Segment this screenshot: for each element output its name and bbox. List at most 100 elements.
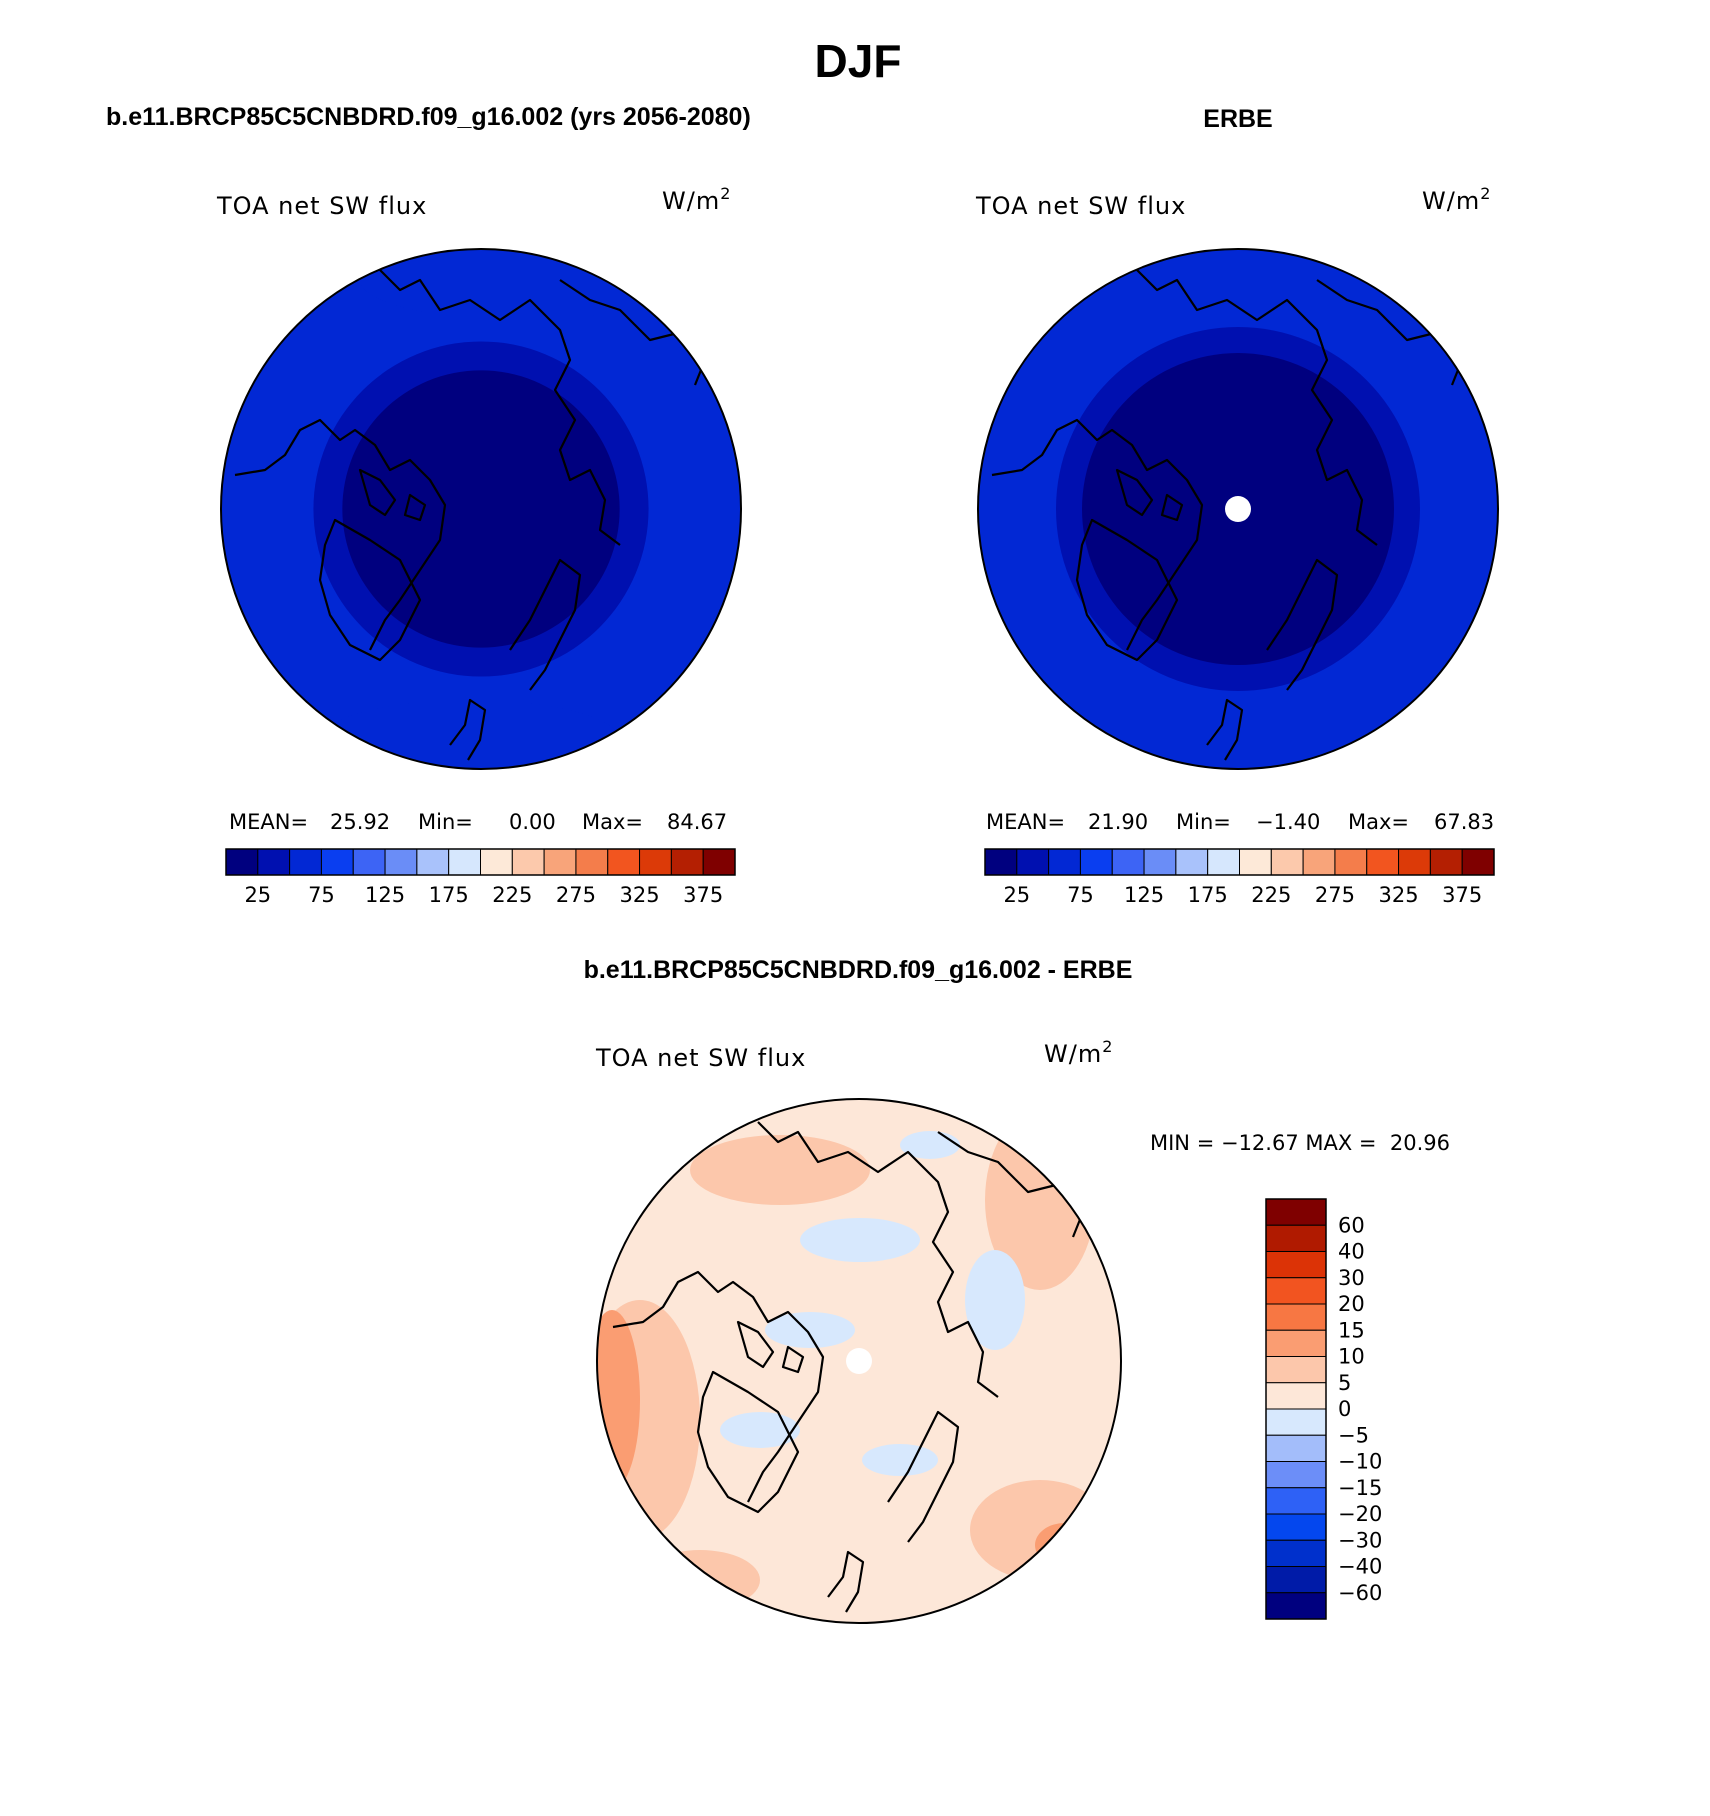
panel-obs-colorbar-tick-label: 125: [1124, 883, 1164, 907]
panel-obs-colorbar-tick-label: 325: [1379, 883, 1419, 907]
panel-obs-coast-scandinavia: [1266, 558, 1339, 691]
panel-obs-colorbar-box: [1111, 848, 1145, 876]
panel-diff-colorbar-tick-label: −20: [1338, 1502, 1382, 1526]
panel-model-field: [221, 249, 741, 769]
panel-diff-map: [597, 1099, 1121, 1623]
panel-diff-colorbar-box: [1265, 1539, 1327, 1567]
panel-obs: ERBE TOA net SW flux W/m2 MEAN= 21.90 Min=…: [975, 105, 1499, 907]
panel-diff-colorbar-box: [1265, 1434, 1327, 1462]
panel-diff-colorbar-tick-label: −30: [1338, 1528, 1382, 1552]
panel-model-colorbar-box: [448, 848, 481, 876]
panel-diff-missing-pole: [846, 1348, 872, 1374]
panel-model-units-exponent: 2: [720, 184, 731, 203]
panel-model-coast-britain: [449, 698, 487, 761]
panel-diff-colorbar-tick-label: −40: [1338, 1555, 1382, 1579]
panel-diff-colorbar-box: [1265, 1592, 1327, 1620]
panel-obs-title: ERBE: [1203, 105, 1272, 133]
panel-obs-colorbar-frame: [984, 848, 1495, 876]
panel-diff-anomaly-north: [690, 1135, 870, 1205]
panel-diff-colorbar-tick-label: −10: [1338, 1450, 1382, 1474]
panel-diff-colorbar-tick-label: 20: [1338, 1292, 1365, 1316]
panel-diff-colorbar-box: [1265, 1356, 1327, 1384]
panel-diff-anomaly-neg-atlantic: [862, 1444, 938, 1476]
panel-obs-colorbar-box: [984, 848, 1018, 876]
panel-model-colorbar-box: [416, 848, 450, 876]
panel-obs-coast-greenland: [1075, 518, 1179, 662]
panel-model-colorbar-box: [511, 848, 545, 876]
figure-title: DJF: [815, 35, 902, 87]
panel-diff-anomaly-west-edge: [597, 1310, 640, 1490]
panel-model-mean-label: MEAN=: [229, 810, 308, 834]
panel-obs-colorbar-box: [1207, 848, 1240, 876]
panel-obs-units: W/m2: [1422, 184, 1491, 215]
panel-diff-coast-greenland: [696, 1370, 800, 1514]
panel-diff-coast-britain: [827, 1550, 865, 1613]
panel-obs-colorbar-box: [1270, 848, 1304, 876]
panel-model-colorbar-box: [702, 848, 736, 876]
panel-obs-colorbar-tick-label: 225: [1251, 883, 1291, 907]
panel-model-colorbar-box: [480, 848, 513, 876]
panel-diff-colorbar-box: [1265, 1198, 1327, 1226]
panel-diff-colorbar-tick-label: 15: [1338, 1318, 1365, 1342]
panel-diff-variable: TOA net SW flux: [595, 1044, 806, 1072]
panel-obs-colorbar: 25 75 125 175 225 275 325 375: [984, 848, 1495, 907]
panel-model-min-value: 0.00: [509, 810, 556, 834]
panel-model-colorbar-box: [320, 848, 354, 876]
panel-diff: b.e11.BRCP85C5CNBDRD.f09_g16.002 - ERBE …: [584, 956, 1450, 1624]
panel-model-units: W/m2: [662, 184, 731, 215]
panel-diff-colorbar-box: [1265, 1303, 1327, 1331]
panel-obs-mean-value: 21.90: [1088, 810, 1148, 834]
panel-obs-colorbar-box: [1016, 848, 1050, 876]
panel-model-colorbar-tick-label: 275: [556, 883, 596, 907]
panel-diff-colorbar-tick-label: −5: [1338, 1423, 1369, 1447]
panel-model-coast-archipelago: [358, 468, 427, 522]
panel-model-units-base: W/m: [662, 187, 720, 215]
panel-obs-colorbar-box: [1461, 848, 1495, 876]
panel-model-map: [221, 249, 741, 769]
panel-obs-colorbar-box: [1429, 848, 1463, 876]
panel-diff-anomaly-neg-pacific: [965, 1250, 1025, 1350]
panel-obs-max-value: 67.83: [1434, 810, 1494, 834]
panel-obs-map-border: [977, 248, 1499, 770]
panel-diff-colorbar-tick-label: 60: [1338, 1213, 1365, 1237]
panel-model-map-border: [220, 248, 742, 770]
panel-model-coast-northamerica: [234, 418, 447, 651]
panel-diff-coast-archipelago: [736, 1320, 805, 1374]
panel-diff-colorbar-box: [1265, 1513, 1327, 1541]
panel-diff-colorbar-box: [1265, 1277, 1327, 1305]
panel-obs-colorbar-box: [1143, 848, 1177, 876]
panel-diff-coastlines: [612, 1121, 1085, 1613]
panel-model-colorbar-box: [384, 848, 418, 876]
panel-diff-colorbar-tick-label: 30: [1338, 1266, 1365, 1290]
panel-model-colorbar-box: [575, 848, 609, 876]
panel-diff-colorbar-tick-label: 0: [1338, 1397, 1351, 1421]
panel-model-variable: TOA net SW flux: [216, 192, 427, 220]
panel-obs-colorbar-tick-label: 375: [1442, 883, 1482, 907]
panel-model-colorbar-box: [543, 848, 577, 876]
panel-obs-coast-asia: [1136, 269, 1378, 546]
panel-model-colorbar-tick-label: 75: [308, 883, 335, 907]
panel-model: b.e11.BRCP85C5CNBDRD.f09_g16.002 (yrs 20…: [106, 103, 751, 907]
panel-obs-min-value: −1.40: [1256, 810, 1320, 834]
panel-diff-units: W/m2: [1044, 1037, 1113, 1068]
panel-diff-map-border: [596, 1098, 1122, 1624]
panel-model-colorbar-box: [225, 848, 259, 876]
panel-model-max-value: 84.67: [667, 810, 727, 834]
panel-diff-colorbar-box: [1265, 1329, 1327, 1357]
panel-diff-colorbar-box: [1265, 1461, 1327, 1489]
panel-model-coast-asia: [379, 269, 621, 546]
panel-model-colorbar-box: [352, 848, 386, 876]
panel-model-colorbar-box: [289, 848, 322, 876]
panel-obs-colorbar-box: [1079, 848, 1113, 876]
panel-obs-stats: MEAN= 21.90 Min= −1.40 Max= 67.83: [986, 810, 1494, 834]
panel-diff-colorbar-tick-label: 40: [1338, 1240, 1365, 1264]
panel-model-colorbar-box: [607, 848, 641, 876]
panel-diff-colorbar-tick-label: 5: [1338, 1371, 1351, 1395]
panel-obs-colorbar-tick-label: 175: [1188, 883, 1228, 907]
panel-obs-colorbar-box: [1398, 848, 1431, 876]
panel-model-coast-scandinavia: [509, 558, 582, 691]
panel-obs-colorbar-tick-label: 25: [1003, 883, 1030, 907]
panel-diff-coast-scandinavia: [887, 1410, 960, 1543]
panel-model-coast-greenland: [318, 518, 422, 662]
